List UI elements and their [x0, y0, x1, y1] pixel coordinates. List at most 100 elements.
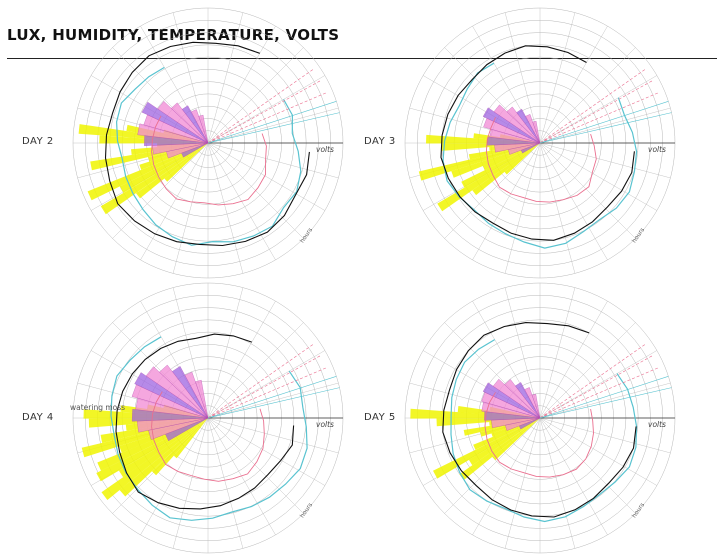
polar-chart-day-2: [58, 7, 358, 279]
humidity-indicator: [207, 387, 340, 419]
polar-plot-day-5: [404, 282, 676, 554]
grid-spoke: [539, 417, 576, 549]
lux-wedge: [504, 143, 540, 175]
grid-spoke: [207, 300, 276, 419]
humidity-series: [442, 62, 638, 249]
grid-spoke: [207, 107, 339, 144]
grid-spoke: [207, 417, 326, 486]
humidity-series: [450, 339, 638, 523]
grid-spoke: [207, 417, 339, 454]
grid-spoke: [539, 350, 658, 419]
grid-spoke: [539, 47, 636, 144]
temperature-indicator: [539, 92, 659, 144]
lux-wedge: [461, 143, 540, 188]
grid-spoke: [172, 417, 209, 549]
axis-label-volts: volts: [648, 420, 666, 429]
lux-wedge: [164, 143, 208, 182]
day-label: DAY 4: [22, 412, 54, 423]
polar-plot-day-2: [72, 7, 344, 279]
humidity-indicator: [207, 112, 340, 144]
page-title: LUX, HUMIDITY, TEMPERATURE, VOLTS: [7, 26, 340, 44]
day-label: DAY 5: [364, 412, 396, 423]
grid-spoke: [112, 142, 209, 239]
humidity-indicator: [539, 100, 669, 144]
temperature-series: [151, 115, 267, 206]
humidity-series: [110, 336, 308, 521]
grid-spoke: [539, 142, 608, 261]
lux-wedge: [173, 418, 208, 459]
temperature-indicator: [539, 344, 646, 419]
grid-spoke: [504, 12, 541, 144]
humidity-series: [115, 66, 302, 246]
grid-spoke: [207, 322, 304, 419]
temperature-indicator: [539, 69, 646, 144]
lux-wedge: [492, 418, 540, 461]
grid-spoke: [539, 287, 576, 419]
volts-series: [115, 333, 295, 510]
grid-spoke: [539, 107, 671, 144]
grid-spoke: [207, 25, 276, 144]
temperature-indicator: [539, 355, 653, 419]
grid-spoke: [207, 142, 326, 211]
axis-label-volts: volts: [648, 145, 666, 154]
grid-spoke: [539, 142, 671, 179]
humidity-indicator: [207, 375, 337, 419]
intensity-wedge: [198, 114, 209, 144]
grid-spoke: [539, 75, 658, 144]
lux-wedge: [437, 143, 540, 212]
grid-spoke: [207, 417, 304, 514]
title-divider: [7, 58, 717, 59]
lux-wedge: [472, 143, 540, 196]
grid-spoke: [140, 142, 209, 261]
polar-plot-day-3: [404, 7, 676, 279]
temperature-indicator: [539, 367, 659, 419]
grid-spoke: [539, 142, 636, 239]
temperature-indicator: [207, 92, 327, 144]
lux-wedge: [136, 143, 208, 199]
temperature-series: [485, 117, 597, 203]
grid-spoke: [539, 417, 608, 536]
day-label: DAY 2: [22, 136, 54, 147]
grid-spoke: [504, 417, 541, 549]
lux-wedge: [152, 418, 208, 476]
polar-chart-day-3: [390, 7, 690, 279]
grid-spoke: [207, 417, 244, 549]
grid-spoke: [539, 142, 576, 274]
humidity-indicator: [207, 100, 337, 144]
temperature-indicator: [207, 355, 321, 419]
intensity-wedge: [532, 120, 541, 144]
grid-spoke: [472, 142, 541, 261]
temperature-series: [151, 391, 265, 482]
lux-wedge: [100, 143, 208, 215]
temperature-indicator: [207, 80, 321, 144]
grid-spoke: [207, 47, 304, 144]
polar-plot-day-4: [72, 282, 344, 554]
lux-wedge: [101, 418, 208, 500]
lux-wedge: [468, 418, 540, 466]
grid-spoke: [207, 142, 339, 179]
polar-chart-day-5: [390, 282, 690, 554]
day-label: DAY 3: [364, 136, 396, 147]
grid-spoke: [207, 75, 326, 144]
axis-label-volts: volts: [316, 420, 334, 429]
temperature-indicator: [539, 80, 653, 144]
grid-spoke: [207, 350, 326, 419]
annotation-watering-moss: watering moss: [70, 403, 126, 412]
humidity-indicator: [539, 387, 672, 419]
grid-spoke: [539, 142, 658, 211]
lux-wedge: [87, 143, 208, 201]
lux-wedge: [118, 418, 208, 478]
humidity-indicator: [539, 375, 669, 419]
intensity-wedge: [195, 379, 209, 419]
grid-spoke: [207, 12, 244, 144]
lux-wedge: [119, 418, 208, 497]
temperature-indicator: [207, 69, 314, 144]
volts-series: [442, 322, 637, 518]
temperature-indicator: [207, 367, 327, 419]
humidity-indicator: [539, 112, 672, 144]
axis-label-volts: volts: [316, 145, 334, 154]
grid-spoke: [172, 142, 209, 274]
grid-spoke: [539, 417, 636, 514]
grid-spoke: [539, 322, 636, 419]
grid-spoke: [140, 417, 209, 536]
